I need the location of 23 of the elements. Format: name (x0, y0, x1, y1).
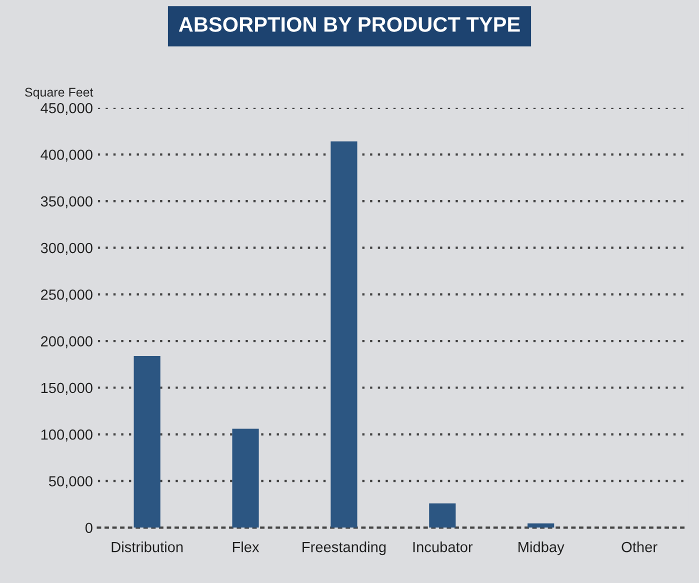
y-tick-label: 400,000 (40, 150, 92, 162)
chart-title: ABSORPTION BY PRODUCT TYPE (178, 17, 520, 32)
x-tick-label: Freestanding (302, 542, 386, 556)
x-tick-label: Distribution (112, 542, 183, 552)
y-tick-label: 250,000 (41, 290, 92, 302)
y-tick-label: 100,000 (41, 429, 92, 442)
y-tick-label: 0 (85, 522, 92, 534)
bar (528, 523, 554, 528)
bar (330, 141, 358, 528)
bar (232, 428, 259, 528)
x-tick-label: Midbay (518, 542, 564, 556)
bar (134, 356, 160, 528)
bar (429, 503, 456, 528)
x-tick-label: Incubator (413, 542, 473, 552)
y-tick-label: 350,000 (40, 196, 92, 208)
y-tick-label: 200,000 (41, 336, 92, 348)
y-tick-label: 50,000 (48, 476, 92, 488)
x-tick-label: Other (622, 542, 658, 552)
y-tick-label: 450,000 (40, 102, 92, 116)
y-tick-label: 300,000 (40, 242, 92, 255)
y-axis-title: Square Feet (25, 88, 94, 100)
x-tick-label: Flex (232, 542, 260, 552)
y-tick-label: 150,000 (41, 382, 92, 395)
